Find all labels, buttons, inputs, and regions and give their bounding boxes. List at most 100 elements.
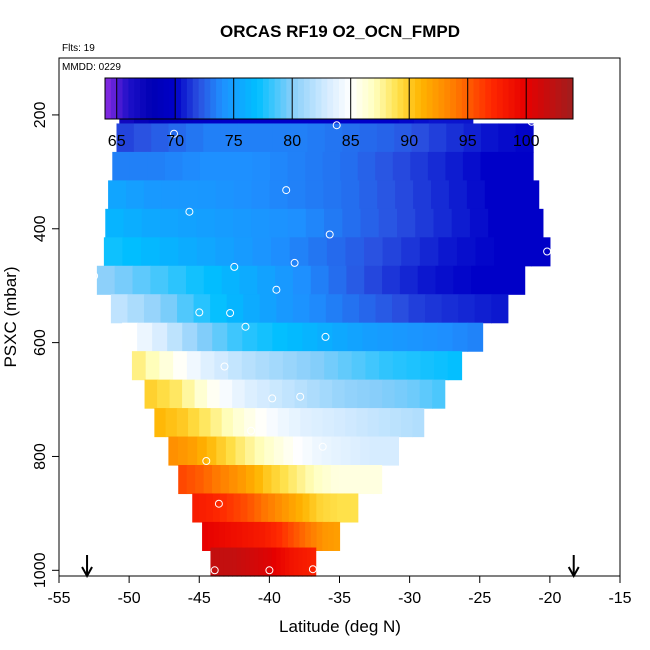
sample-point — [214, 499, 223, 508]
heatmap-cell — [392, 351, 408, 381]
colorbar-swatch — [479, 78, 486, 119]
colorbar-tick-label: 100 — [513, 133, 540, 150]
heatmap-cell — [417, 265, 437, 295]
heatmap-cell — [433, 208, 453, 238]
heatmap-cell — [212, 322, 228, 352]
heatmap-cell — [199, 493, 207, 523]
heatmap-cells — [96, 95, 551, 577]
colorbar-swatch — [549, 78, 556, 119]
heatmap-cell — [199, 151, 219, 181]
heatmap-cell — [219, 547, 225, 577]
heatmap-cell — [311, 408, 324, 438]
heatmap-cell — [272, 123, 291, 153]
heatmap-cell — [506, 208, 526, 238]
heatmap-cell — [299, 521, 306, 551]
y-tick-label: 600 — [32, 329, 49, 356]
heatmap-cell — [392, 322, 409, 352]
colorbar-swatch — [508, 78, 515, 119]
heatmap-cell — [194, 379, 208, 409]
x-tick-label: -35 — [328, 590, 351, 607]
sample-point — [290, 258, 299, 267]
heatmap-cell — [182, 322, 198, 352]
heatmap-cell — [193, 294, 211, 324]
heatmap-cell — [312, 436, 323, 466]
colorbar-swatch — [555, 78, 562, 119]
heatmap-cell — [328, 265, 347, 295]
colorbar-swatch — [514, 78, 521, 119]
heatmap-cell — [274, 493, 283, 523]
colorbar-swatch — [385, 78, 393, 119]
heatmap-cell — [210, 547, 216, 577]
heatmap-cell — [271, 547, 277, 577]
heatmap-cell — [255, 408, 268, 438]
colorbar-swatch — [415, 78, 422, 119]
colorbar-tick-label: 75 — [225, 133, 243, 150]
heatmap-cell — [203, 465, 213, 495]
colorbar-swatch — [567, 78, 574, 119]
heatmap-cell — [267, 547, 273, 577]
heatmap-cell — [293, 547, 299, 577]
heatmap-cell — [452, 322, 469, 352]
colorbar-swatch — [140, 78, 147, 119]
heatmap-cell — [220, 465, 230, 495]
heatmap-cell — [263, 547, 269, 577]
heatmap-cell — [254, 547, 260, 577]
colorbar-swatch — [239, 78, 246, 119]
heatmap-cell — [287, 151, 306, 181]
heatmap-cell — [420, 351, 435, 381]
heatmap-cell — [247, 493, 255, 523]
heatmap-cell — [434, 351, 449, 381]
heatmap-cell — [282, 379, 296, 409]
heatmap-cell — [340, 151, 359, 181]
colorbar-swatch — [251, 78, 258, 119]
heatmap-cell — [245, 436, 256, 466]
heatmap-cell — [378, 408, 391, 438]
heatmap-cell — [364, 237, 384, 267]
colorbar-swatch — [350, 78, 358, 119]
heatmap-cell — [237, 465, 247, 495]
y-tick-label: 800 — [32, 443, 49, 470]
heatmap-cell — [447, 351, 463, 381]
heatmap-cell — [491, 294, 509, 324]
heatmap-cell — [110, 294, 129, 324]
heatmap-cell — [143, 294, 162, 324]
heatmap-cell — [268, 493, 276, 523]
x-tick-label: -15 — [608, 590, 631, 607]
heatmap-cell — [346, 265, 365, 295]
heatmap-cell — [240, 493, 249, 523]
heatmap-cell — [343, 493, 352, 523]
heatmap-cell — [214, 208, 234, 238]
heatmap-cell — [257, 265, 276, 295]
heatmap-cell — [216, 436, 227, 466]
heatmap-cell — [392, 294, 410, 324]
heatmap-cell — [221, 265, 241, 295]
heatmap-cell — [203, 265, 223, 295]
heatmap-cell — [242, 322, 258, 352]
heatmap-cell — [322, 465, 332, 495]
flight-arrows — [81, 555, 580, 579]
heatmap-cell — [379, 436, 390, 466]
heatmap-cell — [345, 237, 365, 267]
colorbar-swatch — [409, 78, 416, 119]
sample-point — [282, 186, 291, 195]
heatmap-cell — [212, 493, 221, 523]
heatmap-cell — [339, 465, 349, 495]
heatmap-cell — [498, 123, 517, 153]
heatmap-cell — [161, 180, 181, 210]
colorbar-swatch — [292, 78, 299, 119]
heatmap-cell — [185, 123, 204, 153]
heatmap-cell — [196, 237, 216, 267]
x-tick-label: -30 — [398, 590, 421, 607]
heatmap-cell — [310, 351, 325, 381]
heatmap-cell — [129, 151, 148, 181]
heatmap-cell — [150, 265, 169, 295]
colorbar-swatch — [339, 78, 346, 119]
heatmap-cell — [220, 123, 239, 153]
heatmap-cell — [298, 547, 304, 577]
heatmap-cell — [425, 294, 443, 324]
heatmap-cell — [280, 547, 286, 577]
colorbar-swatch — [175, 78, 182, 119]
heatmap-cell — [357, 379, 371, 409]
sample-point — [195, 308, 204, 317]
heatmap-cell — [283, 436, 294, 466]
